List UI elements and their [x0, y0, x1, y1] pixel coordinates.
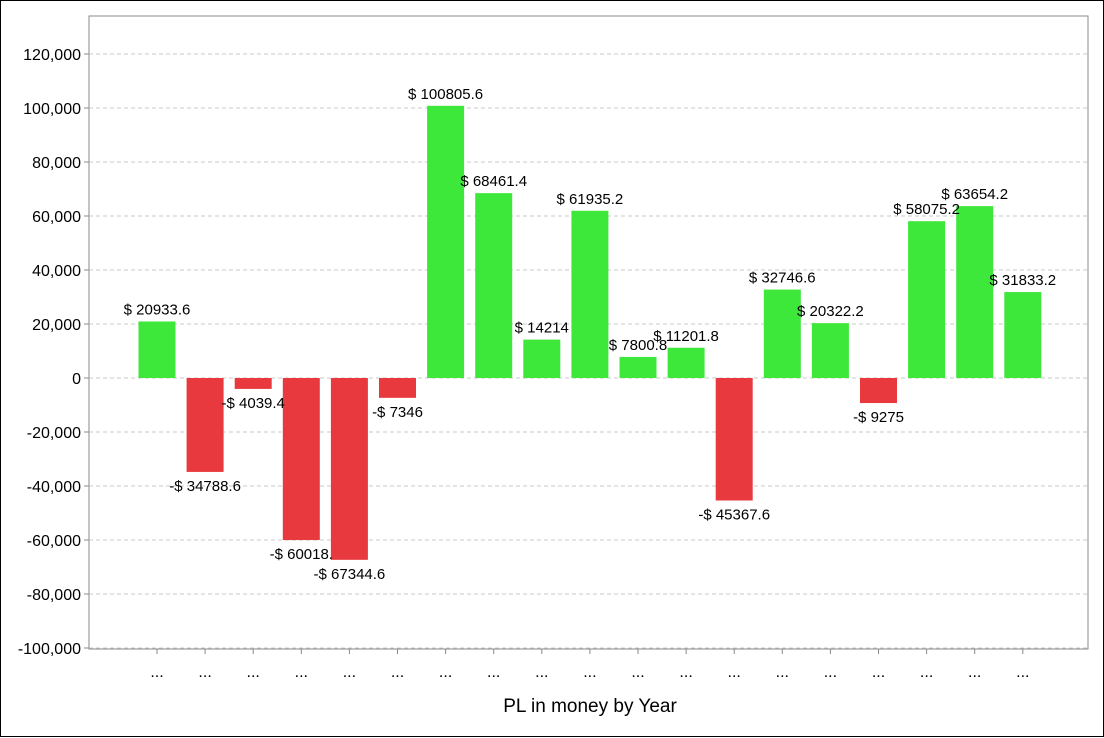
- bar: [908, 221, 946, 378]
- bar: [811, 323, 849, 378]
- y-tick-label: 80,000: [32, 155, 81, 172]
- bar: [619, 356, 657, 378]
- x-tick-label: ...: [247, 664, 260, 681]
- data-labels-layer: $ 20933.6 -$ 34788.6 -$ 4039.4 -$ 60018. -$ …: [124, 86, 1057, 583]
- x-tick-label: ...: [295, 664, 308, 681]
- x-tick-label: ...: [679, 664, 692, 681]
- y-tick-label: 100,000: [23, 101, 81, 118]
- x-tick-label: ...: [776, 664, 789, 681]
- y-tick-label: 0: [72, 371, 81, 388]
- bar-value-label: $ 20322.2: [797, 303, 864, 320]
- bar: [379, 378, 416, 398]
- bar-value-label: -$ 34788.6: [169, 478, 241, 495]
- x-tick-label: ...: [439, 664, 452, 681]
- y-tick-label: -80,000: [27, 587, 81, 604]
- y-tick-label: -20,000: [27, 425, 81, 442]
- bar-value-label: $ 58075.2: [893, 201, 960, 218]
- x-tick-label: ...: [824, 664, 837, 681]
- bar-value-label: -$ 7346: [372, 404, 423, 421]
- x-tick-label: ...: [391, 664, 404, 681]
- x-tick-label: ...: [631, 664, 644, 681]
- bar: [763, 289, 801, 378]
- bar: [571, 210, 609, 378]
- bar-value-label: $ 14214: [515, 320, 569, 337]
- x-tick-label: ...: [968, 664, 981, 681]
- y-tick-label: 40,000: [32, 263, 81, 280]
- bar-value-label: $ 32746.6: [749, 270, 816, 287]
- bar-value-label: $ 63654.2: [941, 186, 1008, 203]
- bar-value-label: $ 7800.8: [609, 337, 667, 354]
- bar-value-label: $ 68461.4: [460, 173, 527, 190]
- bar: [715, 378, 753, 501]
- x-tick-label: ...: [343, 664, 356, 681]
- bar: [427, 105, 465, 378]
- y-tick-label: 20,000: [32, 317, 81, 334]
- bar: [1004, 292, 1042, 378]
- bar: [234, 378, 272, 389]
- x-tick-label: ...: [920, 664, 933, 681]
- bar: [138, 321, 176, 378]
- bar: [956, 206, 994, 378]
- bar-value-label: $ 11201.8: [653, 328, 719, 345]
- bar: [282, 378, 320, 541]
- bar-value-label: -$ 67344.6: [314, 566, 386, 583]
- bar: [330, 378, 368, 560]
- bar: [860, 378, 897, 404]
- bar: [186, 378, 224, 472]
- y-tick-label: -40,000: [27, 479, 81, 496]
- x-tick-label: ...: [872, 664, 885, 681]
- bar-value-label: -$ 45367.6: [698, 506, 770, 523]
- x-tick-label: ...: [728, 664, 741, 681]
- x-tick-label: ...: [583, 664, 596, 681]
- y-tick-label: -60,000: [27, 533, 81, 550]
- x-tick-label: ...: [198, 664, 211, 681]
- bar: [475, 193, 513, 378]
- x-tick-label: ...: [1016, 664, 1029, 681]
- y-tick-label: 120,000: [23, 47, 81, 64]
- bar-value-label: $ 61935.2: [557, 191, 624, 208]
- bar-value-label: -$ 60018.: [270, 546, 333, 563]
- bar-value-label: $ 100805.6: [408, 86, 483, 103]
- bar-value-label: -$ 9275: [853, 409, 904, 426]
- x-tick-label: ...: [150, 664, 163, 681]
- bar: [667, 347, 705, 378]
- bar-value-label: $ 20933.6: [124, 301, 191, 318]
- bar: [523, 339, 561, 378]
- y-tick-label: 60,000: [32, 209, 81, 226]
- bar-value-label: -$ 4039.4: [222, 395, 285, 412]
- bars-layer: [138, 105, 1042, 560]
- bar-value-label: $ 31833.2: [989, 272, 1056, 289]
- x-tick-label: ...: [535, 664, 548, 681]
- x-axis-title: PL in money by Year: [503, 696, 677, 717]
- x-tick-label: ...: [487, 664, 500, 681]
- axis-layer: -100,000 -80,000 -60,000 -40,000 -20,000 0 20,…: [18, 47, 1088, 681]
- y-tick-label: -100,000: [18, 641, 81, 658]
